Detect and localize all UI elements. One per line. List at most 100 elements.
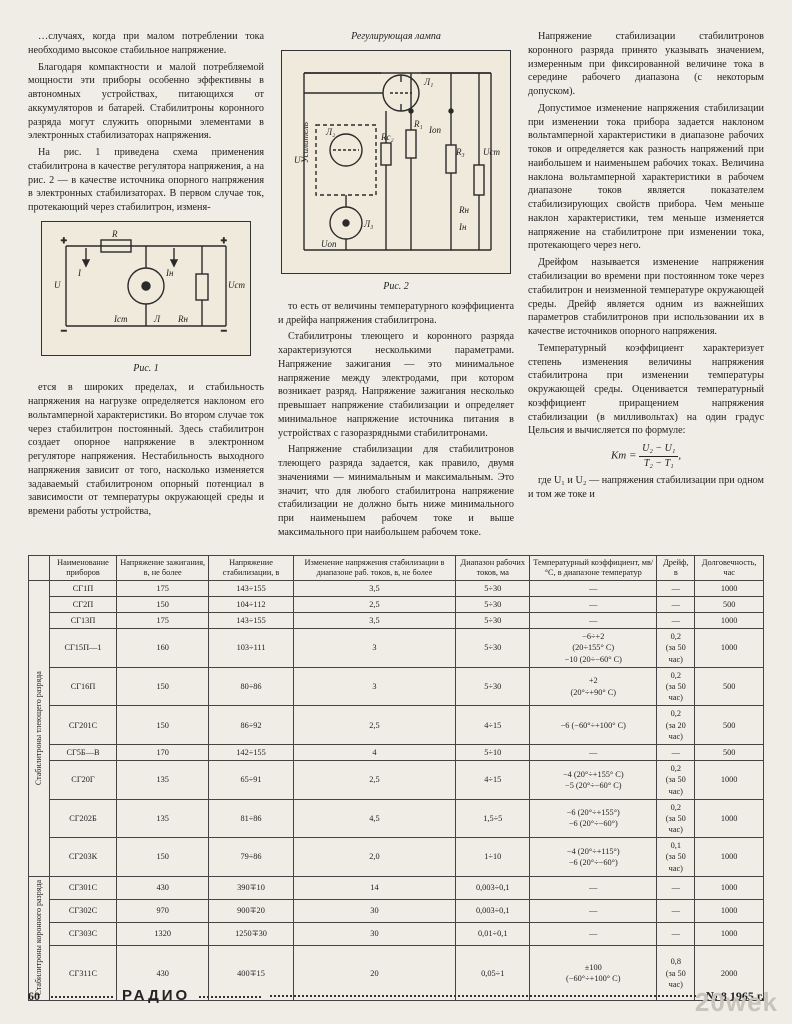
table-cell: −6 (−60°÷+100° C) (530, 706, 657, 745)
table-cell: 4÷15 (456, 706, 530, 745)
table-cell: СГ202Б (50, 799, 117, 838)
table-cell: 79÷86 (209, 838, 293, 877)
th: Напряжение зажигания, в, не более (117, 555, 209, 580)
table-cell: 0,01÷0,1 (456, 923, 530, 946)
table-cell: — (657, 876, 695, 899)
table-cell: 30 (293, 899, 456, 922)
fig1-label: Iн (165, 268, 174, 278)
fig2-label: Усилитель (300, 122, 310, 163)
para: ется в широких пределах, и стабильность … (28, 381, 264, 519)
table-cell: −4 (20°÷+115°) −6 (20°÷−60°) (530, 838, 657, 877)
formula: Kт = U₂ − U₁ T₂ − T₁ , (528, 442, 764, 470)
table-cell: 5÷30 (456, 580, 530, 596)
table-cell: — (530, 876, 657, 899)
table-cell: 1000 (695, 876, 764, 899)
formula-den: T₂ − T₁ (639, 457, 678, 471)
table-cell: 1000 (695, 580, 764, 596)
para: Напряжение стабилизации для стабилитроно… (278, 443, 514, 539)
table-cell: 4÷15 (456, 761, 530, 800)
table-cell: СГ302С (50, 899, 117, 922)
table-cell: −4 (20°÷+155° C) −5 (20°÷−60° C) (530, 761, 657, 800)
table-cell: −6 (20°÷+155°) −6 (20°÷−60°) (530, 799, 657, 838)
page-scan: …случаях, когда при малом потреблении то… (0, 0, 792, 1024)
table-cell: 150 (117, 667, 209, 706)
figure-1: + + − − R I Iн U Uст Iст Л Rн (41, 221, 251, 356)
svg-text:−: − (221, 326, 227, 337)
th: Диапазон рабочих токов, ма (456, 555, 530, 580)
table-cell: 500 (695, 667, 764, 706)
table-cell: 500 (695, 706, 764, 745)
table-cell: — (530, 613, 657, 629)
params-table: Наименование приборов Напряжение зажиган… (28, 555, 764, 1001)
fig2-label: R₃ (455, 147, 465, 157)
table-cell: 1320 (117, 923, 209, 946)
para: Напряжение стабилизации стабилитронов ко… (528, 30, 764, 99)
table-cell: 0,2 (за 50 час) (657, 799, 695, 838)
table-cell: 0,2 (за 50 час) (657, 761, 695, 800)
table-cell: 135 (117, 799, 209, 838)
th: Изменение напряжения стабилизации в диап… (293, 555, 456, 580)
table-cell: 1000 (695, 629, 764, 668)
fig2-label: Rс₂ (380, 132, 394, 142)
table-cell: 1000 (695, 899, 764, 922)
table-cell: 1000 (695, 838, 764, 877)
th: Температурный коэффициент, мв/°C, в диап… (530, 555, 657, 580)
table-cell: 970 (117, 899, 209, 922)
table-cell: — (657, 580, 695, 596)
th: Дрейф, в (657, 555, 695, 580)
table-cell: 81÷86 (209, 799, 293, 838)
table-cell: 175 (117, 613, 209, 629)
table-cell: 160 (117, 629, 209, 668)
fig1-label: Uст (228, 280, 245, 290)
table-cell: 5÷30 (456, 613, 530, 629)
table-cell: 143÷155 (209, 613, 293, 629)
table-cell: 5÷30 (456, 596, 530, 612)
svg-text:+: + (221, 236, 227, 247)
table-cell: 3,5 (293, 613, 456, 629)
table-cell: 5÷30 (456, 667, 530, 706)
fig2-title: Регулирующая лампа (278, 30, 514, 44)
para: На рис. 1 приведена схема применения ста… (28, 146, 264, 215)
table-cell: — (657, 596, 695, 612)
fig2-caption: Рис. 2 (278, 280, 514, 294)
table-cell: 65÷91 (209, 761, 293, 800)
table-cell: 4 (293, 744, 456, 760)
fig2-svg: Л₁ Л₂ Rс₂ R₁ Iоп R₃ Uст Л₃ Rн Iн Uоп U У… (286, 55, 506, 265)
table-cell: 80÷86 (209, 667, 293, 706)
svg-text:+: + (61, 236, 67, 247)
fig1-caption: Рис. 1 (28, 362, 264, 376)
table-cell: 150 (117, 596, 209, 612)
table-cell: 150 (117, 838, 209, 877)
fig2-label: Л₁ (423, 77, 433, 87)
table-cell: 170 (117, 744, 209, 760)
fig1-label: U (54, 280, 61, 290)
watermark: 20wek (695, 985, 778, 1020)
table-cell: 4,5 (293, 799, 456, 838)
para: Температурный коэффициент характеризует … (528, 342, 764, 438)
fig1-svg: + + − − R I Iн U Uст Iст Л Rн (46, 226, 246, 346)
th-group (29, 555, 50, 580)
fig2-label: R₁ (413, 119, 423, 129)
table-cell: 430 (117, 876, 209, 899)
magazine-title: РАДИО (122, 986, 190, 1006)
table-cell: 3 (293, 667, 456, 706)
table-cell: 0,1 (за 50 час) (657, 838, 695, 877)
table-cell: 175 (117, 580, 209, 596)
fig1-label: I (77, 268, 82, 278)
table-cell: — (530, 596, 657, 612)
table-cell: 900∓20 (209, 899, 293, 922)
th: Наименование приборов (50, 555, 117, 580)
table-cell: 0,2 (за 50 час) (657, 629, 695, 668)
table-cell: — (530, 744, 657, 760)
table-cell: 0,003÷0,1 (456, 876, 530, 899)
svg-text:−: − (61, 326, 67, 337)
table-cell: — (657, 613, 695, 629)
table-cell: 5÷30 (456, 629, 530, 668)
para: то есть от величины температурного коэфф… (278, 300, 514, 328)
table-cell: 1,5÷5 (456, 799, 530, 838)
table-cell: СГ201С (50, 706, 117, 745)
para: Стабилитроны тлеющего и коронного разряд… (278, 330, 514, 440)
table-cell: 1÷10 (456, 838, 530, 877)
table-cell: 2,0 (293, 838, 456, 877)
table-cell: 390∓10 (209, 876, 293, 899)
